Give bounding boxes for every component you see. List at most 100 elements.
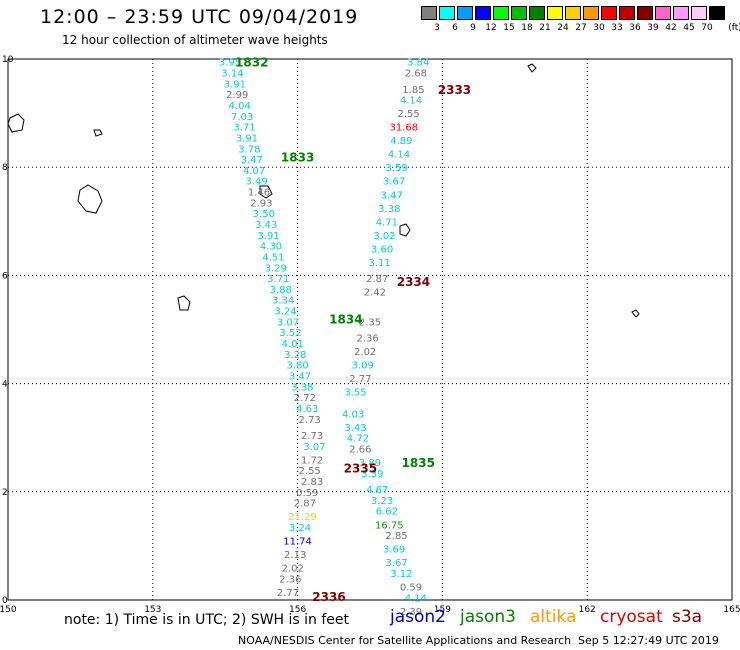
wave-height-value: 3.67: [385, 558, 407, 569]
wave-height-value: 3.39: [361, 469, 383, 480]
pass-time-label: 2335: [344, 461, 377, 475]
pass-time-label: 1833: [281, 150, 314, 164]
colorbar-label: 45: [683, 23, 695, 33]
colorbar-cell: [529, 6, 545, 20]
wave-height-value: 3.95: [219, 58, 241, 69]
colorbar-label: 36: [629, 23, 641, 33]
lat-tick-label: 4: [2, 380, 8, 390]
colorbar-label: 27: [575, 23, 587, 33]
wave-height-value: 4.03: [342, 409, 364, 420]
island-outline: [399, 223, 411, 237]
satellite-legend-item: cryosat: [600, 607, 663, 627]
wave-height-value: 3.02: [373, 231, 395, 242]
wave-height-value: 7.03: [231, 112, 253, 123]
wave-height-value: 2.72: [294, 393, 316, 404]
wave-height-value: 4.71: [376, 217, 398, 228]
wave-height-value: 3.84: [407, 58, 429, 69]
wave-height-value: 2.55: [299, 466, 321, 477]
wave-height-value: 2.83: [301, 477, 323, 488]
wave-height-value: 3.38: [291, 382, 313, 393]
colorbar-unit: (ft): [728, 23, 740, 33]
wave-height-value: 3.50: [253, 209, 275, 220]
wave-height-value: 3.91: [258, 231, 280, 242]
wave-height-value: 3.69: [383, 545, 405, 556]
wave-height-value: 4.51: [262, 252, 284, 263]
wave-height-value: 2.77: [349, 374, 371, 385]
pass-time-label: 1835: [402, 456, 435, 470]
lat-tick-label: 6: [2, 271, 8, 281]
wave-height-value: 2.42: [364, 288, 386, 299]
wave-height-value: 3.11: [369, 258, 391, 269]
wave-height-value: 2.55: [397, 109, 419, 120]
wave-height-value: 1.46: [248, 188, 270, 199]
wave-height-value: 4.63: [296, 404, 318, 415]
wave-height-value: 3.88: [270, 285, 292, 296]
wave-height-value: 2.77: [277, 588, 299, 599]
colorbar-cell: [637, 6, 653, 20]
colorbar-label: 12: [485, 23, 497, 33]
wave-height-value: 3.71: [233, 123, 255, 134]
satellite-legend-item: jason2: [390, 607, 446, 627]
wave-height-value: 3.07: [303, 442, 325, 453]
lat-tick-label: 10: [2, 55, 14, 65]
wave-height-value: 3.71: [267, 274, 289, 285]
wave-height-value: 4.67: [366, 485, 388, 496]
colorbar-cell: [421, 6, 437, 20]
colorbar-cell: [691, 6, 707, 20]
wave-height-value: 3.91: [224, 79, 246, 90]
satellite-legend-item: jason3: [460, 607, 516, 627]
lat-tick-label: 2: [2, 488, 8, 498]
wave-height-value: 3.29: [265, 263, 287, 274]
wave-height-value: 3.60: [371, 244, 393, 255]
colorbar-cell: [583, 6, 599, 20]
colorbar-label: 9: [470, 23, 476, 33]
wave-height-value: 3.24: [274, 307, 296, 318]
wave-height-value: 4.01: [282, 339, 304, 350]
wave-height-value: 2.66: [349, 445, 371, 456]
island-outline: [93, 129, 103, 137]
wave-height-value: 4.30: [260, 242, 282, 253]
wave-height-value: 4.04: [229, 101, 251, 112]
wave-height-value: 16.75: [375, 520, 404, 531]
map-border: [7, 58, 733, 601]
wave-height-value: 2.68: [405, 69, 427, 80]
wave-height-value: 31.68: [389, 123, 418, 134]
pass-time-label: 1832: [235, 56, 268, 70]
wave-height-value: 4.14: [405, 593, 427, 604]
colorbar-cell: [619, 6, 635, 20]
wave-height-value: 2.99: [226, 90, 248, 101]
footer-note: note: 1) Time is in UTC; 2) SWH is in fe…: [64, 612, 350, 628]
colorbar-cell: [475, 6, 491, 20]
wave-height-value: 2.35: [359, 317, 381, 328]
colorbar-label: 6: [452, 23, 458, 33]
colorbar-label: 3: [434, 23, 440, 33]
wave-height-value: 3.47: [289, 371, 311, 382]
colorbar-label: 21: [539, 23, 551, 33]
wave-height-value: 4.72: [347, 434, 369, 445]
credit-text: NOAA/NESDIS Center for Satellite Applica…: [238, 634, 572, 647]
wave-height-value: 6.62: [376, 507, 398, 518]
satellite-legend-item: s3a: [672, 607, 703, 627]
wave-height-value: 2.87: [294, 499, 316, 510]
lon-tick-label: 153: [144, 605, 161, 615]
wave-height-value: 3.38: [378, 204, 400, 215]
wave-height-value: 4.07: [243, 166, 265, 177]
wave-height-value: 21.29: [288, 512, 317, 523]
colorbar-label: 18: [521, 23, 533, 33]
wave-height-value: 3.52: [279, 328, 301, 339]
colorbar-cell: [655, 6, 671, 20]
satellite-legend-item: altika: [530, 607, 577, 627]
colorbar-label: 42: [665, 23, 677, 33]
wave-height-value: 2.87: [366, 274, 388, 285]
colorbar-cell: [511, 6, 527, 20]
island-outline: [259, 185, 273, 199]
wave-height-value: 2.73: [301, 431, 323, 442]
island-outline: [527, 63, 537, 73]
lon-tick-label: 162: [579, 605, 596, 615]
wave-height-value: 3.23: [371, 496, 393, 507]
lon-tick-label: 156: [289, 605, 306, 615]
island-outline: [631, 309, 640, 318]
lat-tick-label: 0: [2, 596, 8, 606]
wave-height-value: 3.43: [344, 423, 366, 434]
